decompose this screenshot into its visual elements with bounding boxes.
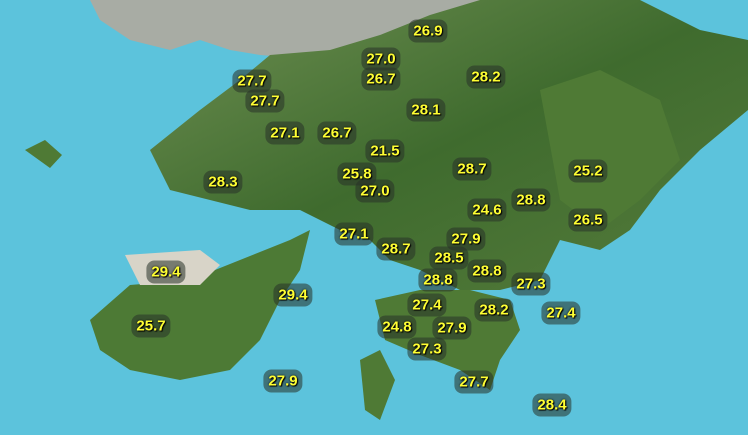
temperature-label: 28.2 [466,65,506,89]
lantau-island [90,230,310,380]
temperature-label: 27.9 [446,227,486,251]
temperature-label: 28.5 [429,246,469,270]
temperature-label: 28.1 [406,98,446,122]
peng-chau-island [25,140,62,168]
temperature-label: 28.7 [376,237,416,261]
temperature-label: 27.9 [263,369,303,393]
temperature-label: 28.8 [418,268,458,292]
temperature-label: 27.7 [245,89,285,113]
temperature-label: 28.7 [452,157,492,181]
temperature-label: 27.1 [265,121,305,145]
temperature-label: 26.7 [317,121,357,145]
temperature-label: 29.4 [273,283,313,307]
temperature-label: 27.7 [232,69,272,93]
temperature-label: 26.9 [408,19,448,43]
temperature-label: 27.0 [355,179,395,203]
temperature-label: 27.0 [361,47,401,71]
temperature-label: 24.6 [467,198,507,222]
temperature-label: 26.7 [361,67,401,91]
temperature-label: 27.1 [334,222,374,246]
temperature-label: 27.4 [541,301,581,325]
temperature-label: 28.4 [532,393,572,417]
temperature-label: 27.7 [454,370,494,394]
temperature-label: 28.2 [474,298,514,322]
temperature-label: 27.4 [407,293,447,317]
temperature-label: 25.2 [568,159,608,183]
temperature-label: 27.3 [407,337,447,361]
east-islands [540,70,680,230]
temperature-label: 28.8 [467,259,507,283]
temperature-label: 29.4 [146,260,186,284]
temperature-label: 26.5 [568,208,608,232]
lamma-island [360,350,395,420]
temperature-label: 28.8 [511,188,551,212]
temperature-label: 24.8 [377,315,417,339]
temperature-label: 27.3 [511,272,551,296]
temperature-label: 27.9 [432,316,472,340]
temperature-label: 21.5 [365,139,405,163]
temperature-label: 25.7 [131,314,171,338]
temperature-label: 28.3 [203,170,243,194]
